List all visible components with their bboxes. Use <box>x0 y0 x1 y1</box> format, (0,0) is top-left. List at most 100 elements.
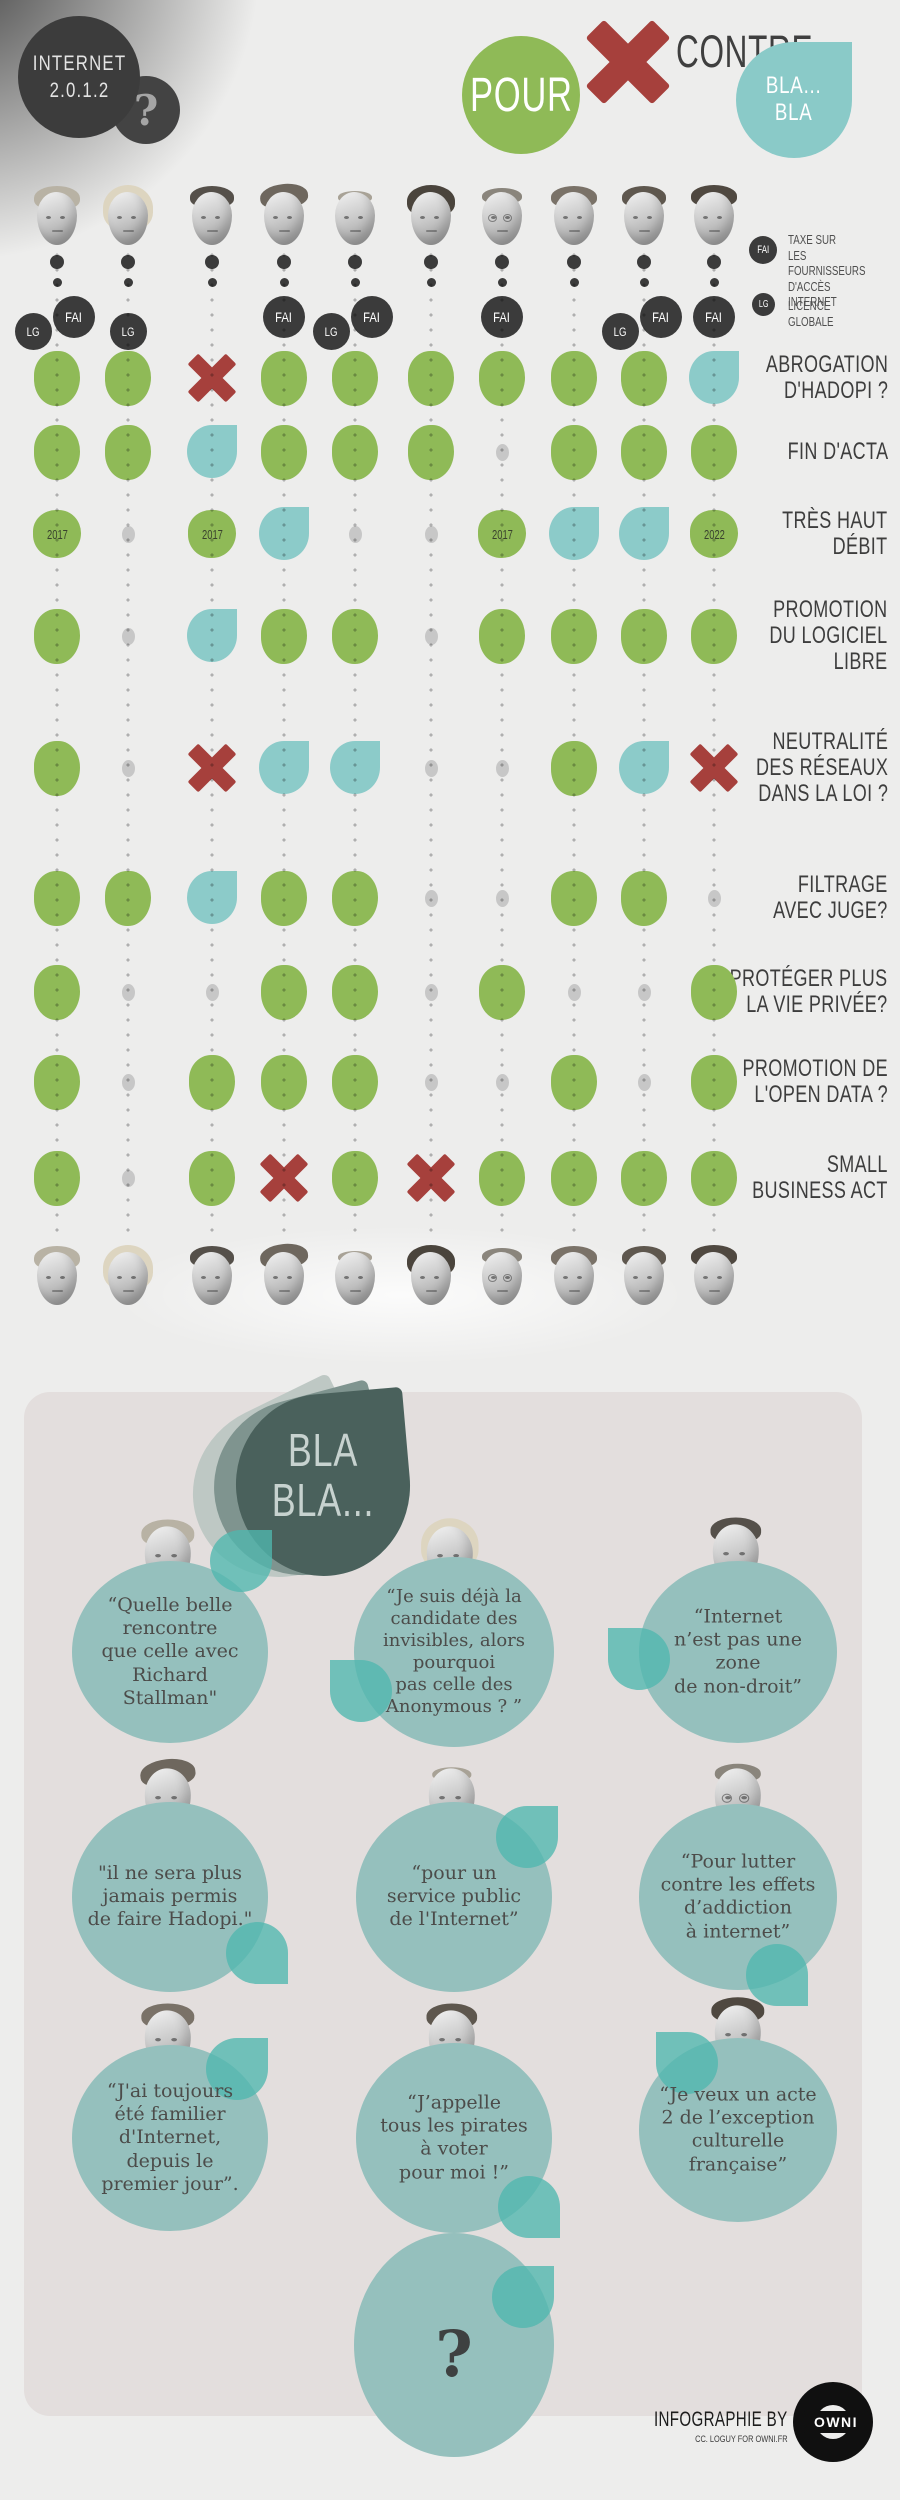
portrait-eye <box>739 1551 746 1556</box>
quote-text: “J’appelle tous les pirates à voter pour… <box>380 2091 528 2184</box>
portrait-mouth <box>207 230 218 232</box>
topic-label: FILTRAGE AVEC JUGE? <box>773 871 888 924</box>
portrait-face <box>335 1252 375 1305</box>
dotted-line <box>210 252 214 1237</box>
portrait-9 <box>612 183 676 253</box>
page-title: INTERNET 2.0.1.2 <box>32 51 126 102</box>
portrait-mouth <box>123 1290 134 1292</box>
badge-fai: FAI <box>53 296 95 338</box>
portrait-eye <box>117 1276 122 1279</box>
portrait-eye <box>437 1553 444 1558</box>
portrait-mouth <box>497 1290 508 1292</box>
legend-blabla-drop: BLA... BLA <box>736 42 852 158</box>
portrait-eye <box>703 1276 708 1279</box>
portrait-mouth <box>52 1290 63 1292</box>
portrait-eye <box>434 1276 439 1279</box>
portrait-eye <box>60 1276 65 1279</box>
dotted-line <box>126 252 130 1237</box>
quote-text: “Internet n’est pas une zone de non-droi… <box>674 1605 802 1698</box>
portrait-mouth <box>350 230 361 232</box>
portrait-eye <box>717 216 722 219</box>
portrait-5 <box>323 1243 387 1313</box>
portrait-eye <box>155 1795 162 1800</box>
portrait-eye <box>455 1795 462 1800</box>
portrait-eye <box>723 1551 730 1556</box>
portrait-mouth <box>497 230 508 232</box>
topic-label: PROMOTION DE L'OPEN DATA ? <box>742 1055 888 1108</box>
portrait-8 <box>542 1243 606 1313</box>
topic-label: TRÈS HAUT DÉBIT <box>782 507 888 560</box>
portrait-mouth <box>709 230 720 232</box>
portrait-eye <box>358 1276 363 1279</box>
portrait-eye <box>201 1276 206 1279</box>
badge-fai: FAI <box>640 296 682 338</box>
accent-drop-icon <box>656 2032 718 2094</box>
quote-text: "il ne sera plus jamais permis de faire … <box>87 1862 253 1931</box>
portrait-face <box>264 192 304 245</box>
portrait-6 <box>399 183 463 253</box>
portrait-face <box>624 1252 664 1305</box>
portrait-face <box>37 192 77 245</box>
portrait-face <box>192 192 232 245</box>
portrait-eye <box>455 2037 462 2042</box>
portrait-mouth <box>350 1290 361 1292</box>
quotes-title: BLA BLA... <box>271 1424 375 1526</box>
dotted-line <box>55 252 59 1237</box>
quote-text: “J'ai toujours été familier d'Internet, … <box>101 2080 239 2195</box>
portrait-eye <box>358 216 363 219</box>
portrait-face <box>694 1252 734 1305</box>
badge-label: LG <box>614 324 627 339</box>
topic-label: FIN D'ACTA <box>787 438 888 466</box>
portrait-face <box>192 1252 232 1305</box>
badge-lg: LG <box>15 313 52 350</box>
portrait-eye <box>46 1276 51 1279</box>
portrait-7 <box>701 1758 775 1839</box>
quote-text: ? <box>435 2316 473 2392</box>
portrait-9 <box>612 1243 676 1313</box>
quote-bubble <box>354 1557 554 1747</box>
owni-logo-wordmark: OWNI <box>802 2411 870 2433</box>
portrait-eye <box>117 216 122 219</box>
accent-drop-icon <box>492 2266 554 2328</box>
portrait-mouth <box>426 1290 437 1292</box>
portrait-eye <box>344 216 349 219</box>
fai-legend-abbr: FAI <box>757 244 769 256</box>
portrait-eye <box>633 216 638 219</box>
portrait-mouth <box>569 230 580 232</box>
portrait-face <box>264 1252 304 1305</box>
dotted-line <box>282 252 286 1237</box>
title-circle: INTERNET 2.0.1.2 <box>18 16 140 138</box>
portrait-1 <box>25 183 89 253</box>
portrait-eye <box>703 216 708 219</box>
topic-label: PROMOTION DU LOGICIEL LIBRE <box>769 596 888 675</box>
portrait-mouth <box>426 230 437 232</box>
portrait-face <box>624 192 664 245</box>
portrait-face <box>411 1252 451 1305</box>
quote-text: “Je veux un acte 2 de l’exception cultur… <box>659 2083 817 2176</box>
portrait-face <box>554 1252 594 1305</box>
portrait-face <box>335 192 375 245</box>
badge-fai: FAI <box>351 296 393 338</box>
glasses-icon <box>488 1274 497 1282</box>
portrait-eye <box>273 1276 278 1279</box>
portrait-10 <box>682 1243 746 1313</box>
portrait-4 <box>252 181 316 253</box>
accent-drop-icon <box>226 1922 288 1984</box>
portrait-eye <box>439 2037 446 2042</box>
topic-label: SMALL BUSINESS ACT <box>752 1151 888 1204</box>
portrait-mouth <box>569 1290 580 1292</box>
glasses-icon <box>503 1274 512 1282</box>
fai-legend-text: TAXE SUR LES FOURNISSEURS D'ACCÈS INTERN… <box>788 232 866 310</box>
accent-drop-icon <box>210 1530 272 1592</box>
dotted-line <box>429 252 433 1237</box>
footer-credit: INFOGRAPHIE BY <box>654 2408 788 2431</box>
accent-drop-icon <box>498 2176 560 2238</box>
portrait-eye <box>563 216 568 219</box>
portrait-eye <box>344 1276 349 1279</box>
badge-label: FAI <box>652 309 670 325</box>
accent-drop-icon <box>608 1628 670 1690</box>
portrait-3 <box>180 1243 244 1313</box>
portrait-eye <box>215 216 220 219</box>
portrait-eye <box>131 216 136 219</box>
